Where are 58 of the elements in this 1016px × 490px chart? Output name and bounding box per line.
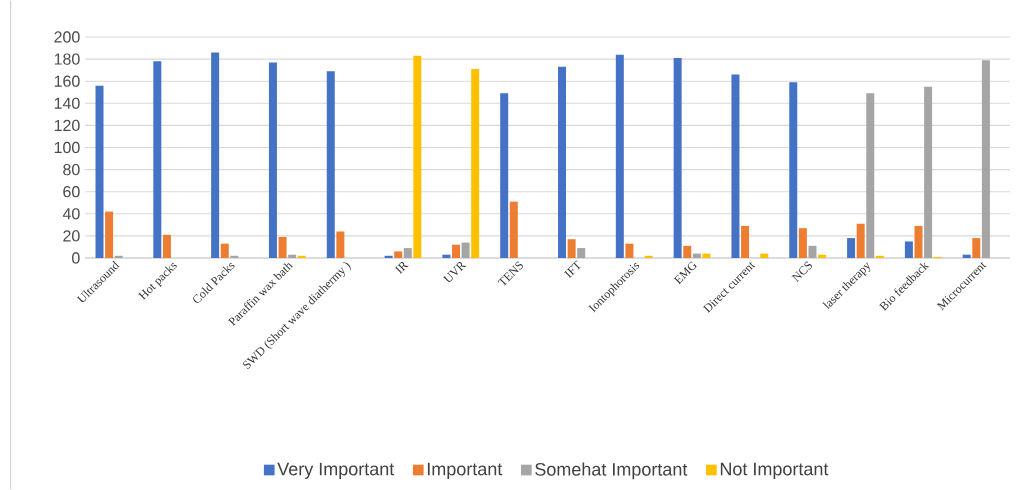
bar <box>924 86 933 258</box>
bar <box>577 248 586 258</box>
y-tick-label: 40 <box>62 208 80 220</box>
bar <box>731 74 740 258</box>
bar <box>904 241 913 258</box>
bar <box>798 228 807 258</box>
bar <box>741 225 750 258</box>
bar <box>760 253 769 258</box>
bar <box>567 239 576 258</box>
bar <box>847 238 856 258</box>
bar <box>471 69 480 258</box>
legend-label: Not Important <box>720 462 829 479</box>
bar <box>509 201 518 258</box>
bar <box>683 245 692 258</box>
bar <box>856 223 865 258</box>
bar <box>981 60 990 258</box>
y-tick-label: 200 <box>54 31 80 43</box>
bar <box>692 253 701 258</box>
bar <box>914 225 923 258</box>
y-tick-label: 160 <box>54 75 80 87</box>
bar <box>336 231 345 258</box>
bar <box>558 66 567 258</box>
bar <box>326 71 335 258</box>
bar <box>95 85 104 258</box>
y-tick-label: 100 <box>54 141 80 154</box>
y-tick-label: 20 <box>63 230 80 242</box>
bar <box>673 58 682 258</box>
bar <box>615 54 624 258</box>
bar <box>153 61 162 258</box>
bar <box>268 62 277 258</box>
legend-label: Important <box>427 462 503 479</box>
y-tick-label: 140 <box>54 97 80 109</box>
bar <box>105 211 114 258</box>
bar <box>220 243 229 258</box>
x-tick-label: UVR <box>443 262 467 282</box>
bar <box>413 55 422 258</box>
legend-label: Somehat Important <box>535 462 688 480</box>
bar <box>702 253 711 258</box>
bar <box>625 243 634 258</box>
bar <box>211 52 220 258</box>
bar <box>278 237 287 258</box>
x-tick-label: IFT <box>563 260 581 279</box>
bar <box>461 242 470 258</box>
bar <box>866 93 875 258</box>
bar <box>972 238 981 258</box>
y-tick-label: 180 <box>54 53 80 65</box>
bar <box>451 244 460 258</box>
bar <box>789 82 798 258</box>
y-tick-label: 120 <box>54 119 80 132</box>
bar <box>808 245 817 258</box>
bar <box>162 234 171 258</box>
bar <box>394 251 403 258</box>
y-tick-label: 80 <box>63 163 80 176</box>
bar <box>403 248 412 258</box>
legend-label: Very Important <box>277 462 395 479</box>
x-tick-label: IR <box>394 262 409 274</box>
bar <box>500 93 509 258</box>
y-tick-label: 60 <box>63 186 80 198</box>
